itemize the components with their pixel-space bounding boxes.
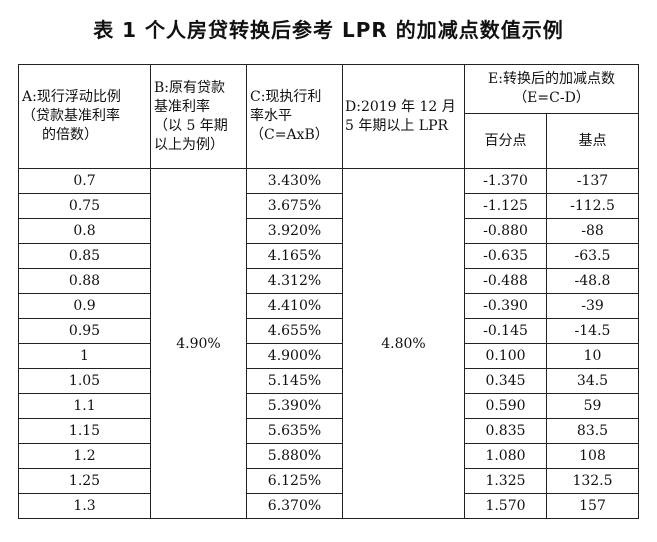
header-c: C:现执行利 率水平 （C=AxB） xyxy=(246,64,343,169)
header-a: A:现行浮动比例 （贷款基准利率 的倍数） xyxy=(18,64,151,169)
cell-pct: -0.880 xyxy=(464,218,547,244)
lpr-cell: 4.80% xyxy=(342,168,465,519)
table-row: 0.85 4.165% -0.635 -63.5 xyxy=(18,243,639,269)
cell-bp: -39 xyxy=(546,293,639,319)
table-row: 1 4.900% 0.100 10 xyxy=(18,343,639,369)
cell-c: 4.900% xyxy=(246,343,343,369)
table-row: 1.1 5.390% 0.590 59 xyxy=(18,393,639,419)
cell-a: 1.05 xyxy=(18,368,151,394)
header-d-line: 5 年期以上 LPR xyxy=(345,117,449,134)
cell-c: 3.920% xyxy=(246,218,343,244)
cell-a: 1.25 xyxy=(18,468,151,494)
cell-pct: 0.345 xyxy=(464,368,547,394)
table-row: 0.75 3.675% -1.125 -112.5 xyxy=(18,193,639,219)
cell-bp: 34.5 xyxy=(546,368,639,394)
cell-a: 1.3 xyxy=(18,493,151,519)
cell-pct: 1.325 xyxy=(464,468,547,494)
table-row: 1.2 5.880% 1.080 108 xyxy=(18,443,639,469)
header-a-line: A:现行浮动比例 xyxy=(22,89,121,105)
cell-pct: 1.570 xyxy=(464,493,547,519)
cell-bp: -14.5 xyxy=(546,318,639,344)
cell-pct: -0.145 xyxy=(464,318,547,344)
header-d-line: D:2019 年 12 月 xyxy=(345,98,456,115)
header-e-percent-points: 百分点 xyxy=(464,113,547,169)
header-b: B:原有贷款 基准利率 （以 5 年期 以上为例） xyxy=(150,64,247,169)
cell-c: 6.370% xyxy=(246,493,343,519)
cell-a: 0.7 xyxy=(18,168,151,194)
table-row: 0.8 3.920% -0.880 -88 xyxy=(18,218,639,244)
cell-a: 1.2 xyxy=(18,443,151,469)
cell-pct: 1.080 xyxy=(464,443,547,469)
header-c-line: 率水平 xyxy=(250,108,292,124)
cell-c: 3.430% xyxy=(246,168,343,194)
table-row: 1.3 6.370% 1.570 157 xyxy=(18,493,639,519)
cell-a: 0.88 xyxy=(18,268,151,294)
cell-c: 5.145% xyxy=(246,368,343,394)
cell-bp: 83.5 xyxy=(546,418,639,444)
lpr-table: A:现行浮动比例 （贷款基准利率 的倍数） B:原有贷款 基准利率 （以 5 年… xyxy=(18,64,639,519)
cell-bp: -112.5 xyxy=(546,193,639,219)
cell-bp: -48.8 xyxy=(546,268,639,294)
header-b-line: 以上为例） xyxy=(154,136,224,153)
header-c-line: C:现执行利 xyxy=(250,89,322,105)
base-rate-cell: 4.90% xyxy=(150,168,247,519)
header-b-line: B:原有贷款 xyxy=(154,79,226,96)
cell-pct: -0.390 xyxy=(464,293,547,319)
cell-bp: 132.5 xyxy=(546,468,639,494)
cell-bp: 59 xyxy=(546,393,639,419)
cell-a: 0.75 xyxy=(18,193,151,219)
cell-pct: -1.370 xyxy=(464,168,547,194)
cell-a: 1.1 xyxy=(18,393,151,419)
cell-a: 0.85 xyxy=(18,243,151,269)
cell-a: 0.8 xyxy=(18,218,151,244)
cell-bp: 10 xyxy=(546,343,639,369)
table-row: 0.9 4.410% -0.390 -39 xyxy=(18,293,639,319)
table-row: 0.95 4.655% -0.145 -14.5 xyxy=(18,318,639,344)
cell-c: 4.312% xyxy=(246,268,343,294)
cell-c: 5.880% xyxy=(246,443,343,469)
table-title: 表 1 个人房贷转换后参考 LPR 的加减点数值示例 xyxy=(93,18,564,42)
cell-a: 1.15 xyxy=(18,418,151,444)
cell-a: 0.9 xyxy=(18,293,151,319)
cell-bp: -63.5 xyxy=(546,243,639,269)
table-row: 1.25 6.125% 1.325 132.5 xyxy=(18,468,639,494)
cell-pct: -0.488 xyxy=(464,268,547,294)
table-row: 1.05 5.145% 0.345 34.5 xyxy=(18,368,639,394)
cell-c: 4.165% xyxy=(246,243,343,269)
cell-pct: -0.635 xyxy=(464,243,547,269)
header-d: D:2019 年 12 月 5 年期以上 LPR xyxy=(342,64,465,169)
cell-c: 3.675% xyxy=(246,193,343,219)
header-b-line: （以 5 年期 xyxy=(154,117,228,134)
table-row: 0.7 4.90% 3.430% 4.80% -1.370 -137 xyxy=(18,168,639,519)
header-c-line: （C=AxB） xyxy=(250,127,329,143)
header-e: E:转换后的加减点数 （E=C-D） xyxy=(464,64,639,114)
cell-pct: -1.125 xyxy=(464,193,547,219)
cell-a: 0.95 xyxy=(18,318,151,344)
table-row: 0.88 4.312% -0.488 -48.8 xyxy=(18,268,639,294)
header-a-line: 的倍数） xyxy=(42,127,98,143)
cell-bp: -137 xyxy=(546,168,639,194)
cell-bp: 157 xyxy=(546,493,639,519)
table-row: 1.15 5.635% 0.835 83.5 xyxy=(18,418,639,444)
cell-c: 5.390% xyxy=(246,393,343,419)
cell-a: 1 xyxy=(18,343,151,369)
cell-c: 5.635% xyxy=(246,418,343,444)
cell-c: 4.410% xyxy=(246,293,343,319)
cell-bp: -88 xyxy=(546,218,639,244)
header-a-line: （贷款基准利率 xyxy=(22,108,120,124)
cell-pct: 0.590 xyxy=(464,393,547,419)
cell-pct: 0.835 xyxy=(464,418,547,444)
cell-pct: 0.100 xyxy=(464,343,547,369)
header-e-line: （E=C-D） xyxy=(513,90,590,106)
header-e-line: E:转换后的加减点数 xyxy=(488,71,615,87)
cell-bp: 108 xyxy=(546,443,639,469)
header-e-basis-points: 基点 xyxy=(546,113,639,169)
cell-c: 4.655% xyxy=(246,318,343,344)
header-b-line: 基准利率 xyxy=(154,98,210,115)
cell-c: 6.125% xyxy=(246,468,343,494)
